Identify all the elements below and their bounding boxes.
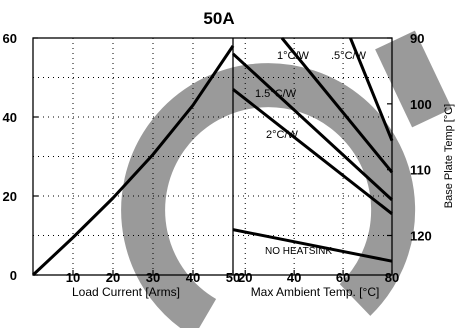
chart-title: 50A <box>203 9 234 28</box>
y-tick-label: 60 <box>3 31 17 46</box>
y2-tick-label: 110 <box>410 163 431 178</box>
series-label-1-5-c-w: 1.5°C/W <box>255 88 297 100</box>
series-lines <box>31 37 394 277</box>
derating-line-1-c-w <box>280 37 394 174</box>
series-label-2-c-w: 2°C/W <box>266 129 299 141</box>
left-x-axis-label: Load Current [Arms] <box>72 285 180 299</box>
watermark-arc <box>121 63 416 328</box>
x-tick-label: 40 <box>287 270 301 285</box>
y2-tick-label: 90 <box>410 31 424 46</box>
tick-marks <box>33 37 393 276</box>
right-y-axis-label: Base Plate Temp [°C] <box>443 104 455 208</box>
y-tick-label: 40 <box>3 110 17 125</box>
plot-frame <box>32 37 393 276</box>
derating-line-1-5-c-w <box>231 52 394 202</box>
y-tick-label: 20 <box>3 189 17 204</box>
x-tick-label: 20 <box>106 270 120 285</box>
load-curve-line <box>31 45 235 277</box>
x-tick-label: 50 <box>226 270 240 285</box>
derating-line-2-c-w <box>232 88 393 215</box>
series-label-0-5-c-w: .5°C/W <box>331 50 367 62</box>
x-tick-label: 10 <box>66 270 80 285</box>
y2-tick-label: 100 <box>410 97 432 112</box>
y2-tick-label: 120 <box>410 229 432 244</box>
x-tick-label: 60 <box>336 270 350 285</box>
series-label-no-heatsink: NO HEATSINK <box>265 246 332 257</box>
watermark-tail <box>375 30 452 128</box>
series-label-1-c-w: 1°C/W <box>277 50 310 62</box>
x-tick-label: 20 <box>238 270 252 285</box>
y-tick-label: 0 <box>10 268 17 283</box>
x-tick-label: 30 <box>146 270 160 285</box>
x-tick-label: 80 <box>385 270 399 285</box>
derating-line-5-c-w <box>349 37 394 142</box>
right-x-axis-label: Max Ambient Temp. [°C] <box>251 285 380 299</box>
watermark-logo <box>121 30 452 328</box>
x-tick-label: 40 <box>186 270 200 285</box>
derating-line-no-heatsink <box>232 228 393 263</box>
grid <box>33 38 392 275</box>
